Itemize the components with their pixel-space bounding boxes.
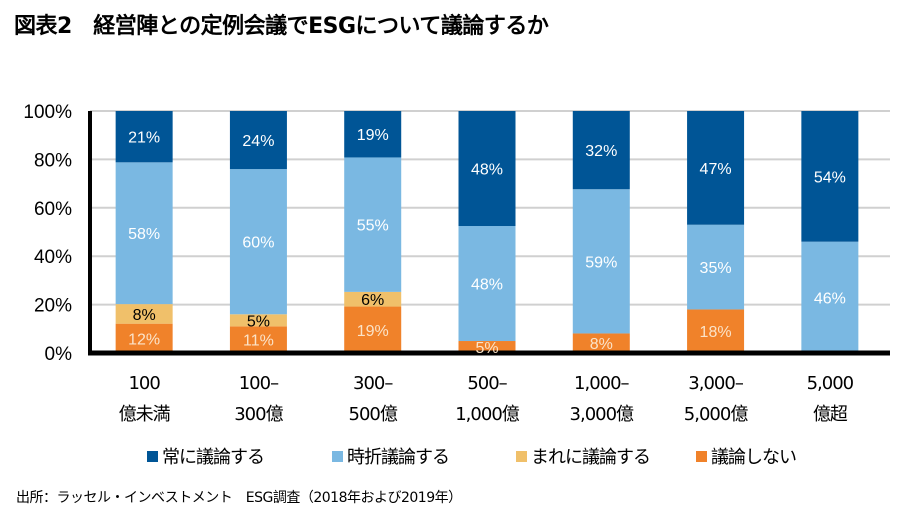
x-tick-label: 100–: [239, 373, 279, 394]
x-tick-label: 1,000–: [574, 373, 630, 394]
y-tick-labels: 0% 20% 40% 60% 80% 100%: [23, 102, 72, 365]
bar-segment: [801, 111, 859, 242]
data-label: 19%: [357, 323, 389, 340]
data-label: 60%: [242, 235, 274, 252]
data-label: 46%: [814, 290, 846, 307]
legend: 常に議論する 時折議論する まれに議論する 議論しない: [0, 443, 901, 471]
legend-swatch: [332, 450, 343, 462]
data-label: 32%: [585, 143, 617, 160]
bar-segment: [115, 323, 173, 353]
bar-segment: [458, 341, 516, 353]
data-label: 5%: [475, 340, 498, 357]
x-tick-label: 500億: [349, 404, 398, 425]
bar-segment: [115, 304, 173, 324]
y-tick-label: 100%: [23, 102, 72, 123]
data-label: 21%: [128, 130, 160, 147]
data-label: 48%: [471, 277, 503, 294]
bar-segment: [115, 111, 173, 163]
y-tick-label: 0%: [45, 344, 73, 365]
legend-label: 議論しない: [711, 447, 797, 468]
y-tick-label: 80%: [34, 150, 72, 171]
bar-segment: [229, 326, 287, 353]
x-tick-label: 3,000–: [688, 373, 744, 394]
data-label: 8%: [590, 336, 613, 353]
bar-segment: [687, 224, 745, 310]
bar-segment: [229, 111, 287, 170]
x-tick-label: 100: [128, 373, 160, 394]
bar-segment: [344, 111, 402, 158]
bar-segment: [687, 111, 745, 225]
x-tick-label: 5,000億: [684, 404, 749, 425]
data-label: 24%: [242, 133, 274, 150]
axes: [88, 111, 890, 356]
legend-swatch: [147, 450, 158, 462]
bars: [115, 111, 859, 353]
x-tick-label: 5,000: [807, 373, 854, 394]
data-label: 47%: [700, 161, 732, 178]
y-tick-label: 60%: [34, 199, 72, 220]
legend-swatch: [516, 450, 527, 462]
data-labels: 12% 8% 58% 21% 11% 5% 60% 24% 19% 6% 55% 19% 5% 48% 48…: [128, 127, 846, 357]
y-tick-label: 20%: [34, 296, 72, 317]
data-label: 8%: [133, 307, 156, 324]
bar-segment: [344, 306, 402, 353]
legend-swatch: [696, 450, 707, 462]
bar-segment: [229, 314, 287, 327]
x-tick-label: 300–: [353, 373, 393, 394]
x-tick-label: 3,000億: [570, 404, 635, 425]
legend-item: 常に議論する: [147, 443, 265, 469]
data-label: 19%: [357, 127, 389, 144]
x-tick-label: 億超: [813, 404, 848, 425]
x-tick-label: 300億: [234, 404, 283, 425]
bar-segment: [344, 291, 402, 307]
bar-segment: [687, 309, 745, 353]
data-label: 18%: [700, 324, 732, 341]
data-label: 11%: [243, 333, 274, 350]
data-label: 58%: [128, 226, 160, 243]
legend-label: 時折議論する: [347, 447, 450, 468]
data-label: 59%: [585, 254, 617, 271]
legend-label: 常に議論する: [162, 447, 265, 468]
bar-segment: [458, 226, 516, 342]
bar-segment: [572, 333, 630, 353]
data-label: 55%: [357, 218, 389, 235]
data-label: 35%: [700, 260, 732, 277]
legend-label: まれに議論する: [531, 447, 651, 468]
x-tick-labels: 100 億未満 100– 300億 300– 500億 500– 1,000億 1,000– 3,…: [119, 373, 855, 425]
y-tick-label: 40%: [34, 247, 72, 268]
data-label: 54%: [814, 169, 846, 186]
stacked-bar-chart: 12% 8% 58% 21% 11% 5% 60% 24% 19% 6% 55% 19% 5% 48% 48…: [23, 102, 890, 425]
data-label: 48%: [471, 162, 503, 179]
bar-segment: [229, 169, 287, 315]
x-tick-label: 億未満: [119, 404, 171, 425]
data-label: 5%: [247, 313, 270, 330]
x-tick-label: 1,000億: [455, 404, 520, 425]
chart-title: 図表2 経営陣との定例会議でESGについて議論するか: [14, 14, 549, 39]
source-note: 出所：ラッセル・インベストメント ESG調査（2018年および2019年）: [16, 490, 462, 506]
bar-segment: [572, 189, 630, 334]
bar-segment: [801, 241, 859, 353]
bar-segment: [458, 111, 516, 227]
data-label: 6%: [361, 292, 384, 309]
bar-segment: [572, 111, 630, 190]
bar-segment: [344, 157, 402, 292]
legend-item: 議論しない: [696, 443, 797, 469]
legend-item: まれに議論する: [516, 443, 651, 469]
bar-segment: [115, 162, 173, 305]
x-tick-label: 500–: [467, 373, 507, 394]
data-label: 12%: [128, 331, 160, 348]
legend-item: 時折議論する: [332, 443, 450, 469]
